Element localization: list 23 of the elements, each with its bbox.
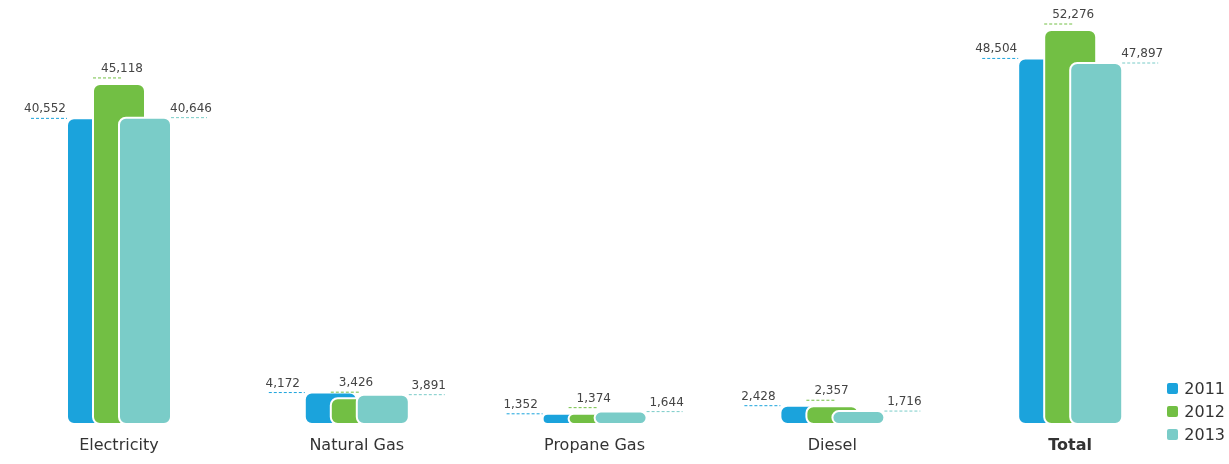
- data-label: 3,891: [411, 377, 446, 392]
- data-label: 2,428: [741, 388, 776, 403]
- data-label: 1,644: [649, 394, 684, 409]
- data-label: 4,172: [265, 375, 300, 390]
- data-label: 52,276: [1052, 7, 1095, 21]
- data-label: 1,352: [503, 396, 538, 411]
- data-label: 40,646: [170, 100, 212, 115]
- data-label: 47,897: [1121, 46, 1164, 60]
- data-label: 2,357: [814, 383, 849, 398]
- data-label: 40,552: [24, 101, 66, 116]
- x-tick-label: Natural Gas: [309, 435, 405, 454]
- data-label: 1,374: [576, 390, 611, 405]
- x-tick-label: Total: [1048, 435, 1092, 454]
- data-label: 45,118: [101, 60, 143, 75]
- legend-label: 2012: [1184, 402, 1225, 421]
- legend-label: 2013: [1184, 425, 1225, 444]
- data-label: 48,504: [975, 41, 1018, 56]
- x-tick-label: Electricity: [79, 435, 159, 454]
- data-label: 1,716: [887, 394, 922, 409]
- x-tick-label: Diesel: [807, 435, 857, 454]
- legend-label: 2011: [1184, 379, 1225, 398]
- x-tick-label: Propane Gas: [544, 435, 645, 454]
- data-label: 3,426: [338, 375, 374, 390]
